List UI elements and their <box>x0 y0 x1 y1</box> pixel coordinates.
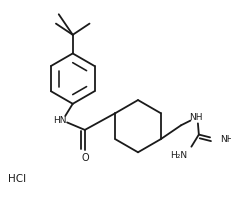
Text: NH: NH <box>189 113 203 122</box>
Text: H₂N: H₂N <box>170 150 187 160</box>
Text: HCl: HCl <box>8 174 26 184</box>
Text: O: O <box>81 153 89 163</box>
Text: NH: NH <box>220 135 231 144</box>
Text: HN: HN <box>53 116 67 125</box>
